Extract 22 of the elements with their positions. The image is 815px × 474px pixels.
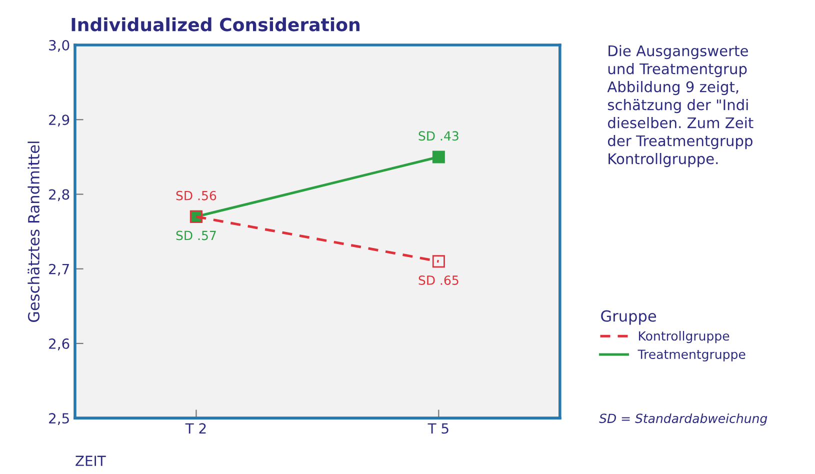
y-axis-title: Geschätztes Randmittel [28, 142, 40, 322]
legend-label: Treatmentgruppe [638, 350, 746, 362]
y-tick-label: 2,7 [49, 264, 69, 276]
data-label: SD .43 [418, 131, 458, 141]
point [432, 150, 445, 164]
data-label: SD .56 [176, 190, 216, 200]
y-tick-label: 2,6 [49, 338, 70, 350]
y-tick-label: 2,9 [49, 114, 70, 127]
chart-title: Individualized Consideration [72, 17, 360, 32]
y-tick-label: 3,0 [49, 40, 70, 52]
x-tick-label: T 5 [428, 423, 448, 434]
data-label: SD .57 [176, 230, 216, 240]
y-tick-label: 2,5 [49, 413, 69, 425]
legend-title: Gruppe [601, 310, 656, 325]
legend-label: Kontrollgruppe [638, 330, 730, 344]
y-tick-label: 2,8 [49, 189, 70, 202]
x-tick-label: T 2 [185, 423, 206, 434]
text: Die Ausgangswerte und Treatmentgrup Abbildung 9 zeigt, schätzung der "Indi dieselben. Zum Zeit der Treatmentgrupp Kontrollgruppe. [607, 45, 754, 168]
point [432, 255, 445, 268]
text: SD = Standardabweichung [599, 413, 768, 426]
x-axis-title: ZEIT [76, 456, 106, 466]
data-label: SD .65 [418, 276, 458, 285]
